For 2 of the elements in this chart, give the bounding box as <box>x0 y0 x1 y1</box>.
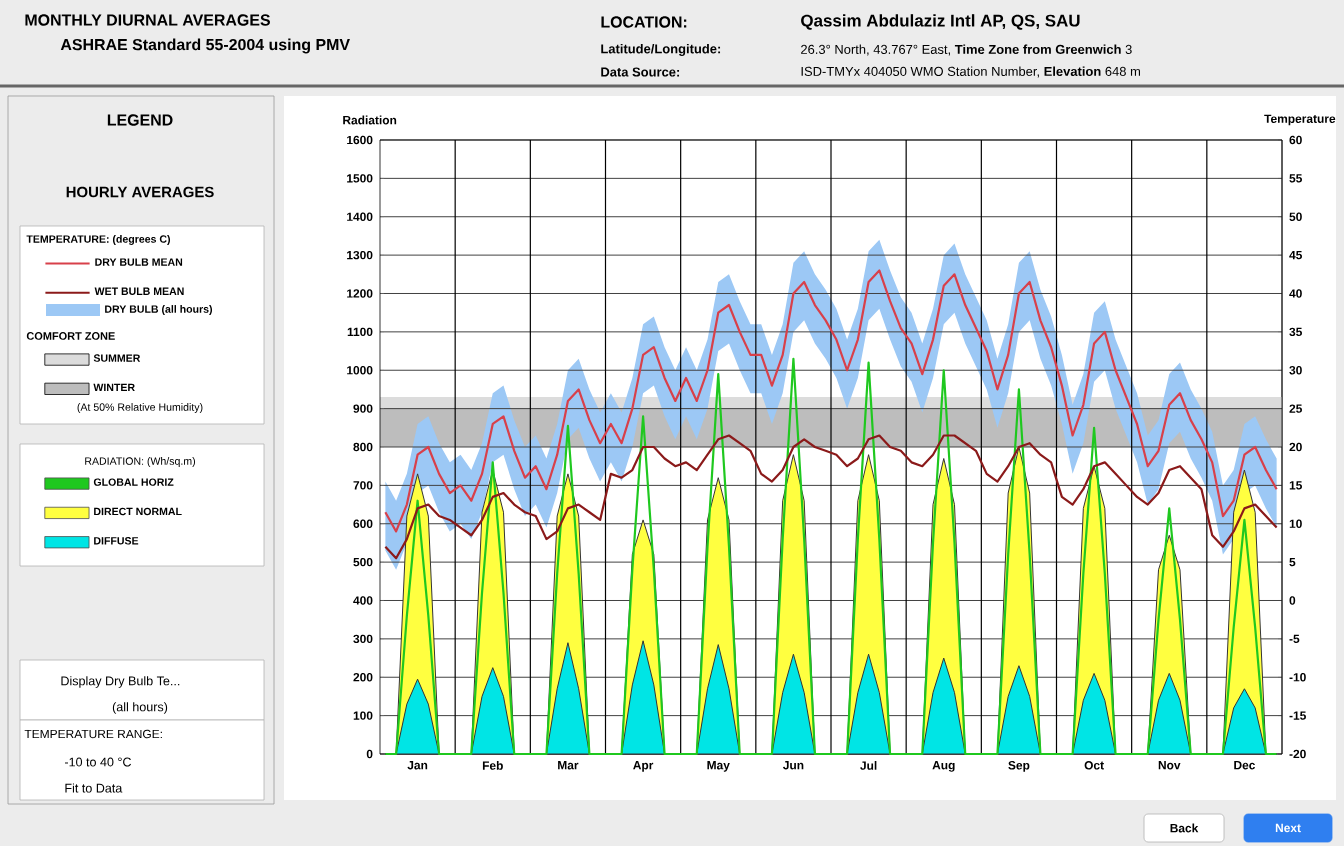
text: Qassim Abdulaziz Intl AP, QS, SAU <box>801 14 1080 30</box>
line-series <box>384 269 1278 533</box>
